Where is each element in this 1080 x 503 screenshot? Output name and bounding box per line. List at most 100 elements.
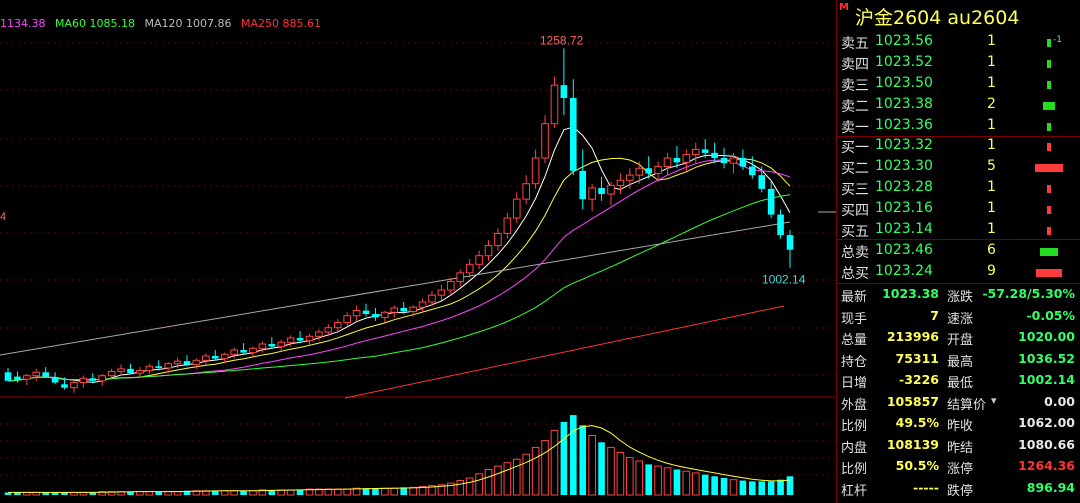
level-label: 买三 xyxy=(841,182,869,198)
candle-body xyxy=(786,235,794,250)
candle-body xyxy=(729,157,738,164)
candle-body xyxy=(127,368,134,374)
candle-body xyxy=(136,370,144,374)
candle-body xyxy=(173,360,182,365)
level-label: 卖二 xyxy=(841,99,869,115)
stat-value: 49.5% xyxy=(895,415,939,430)
candle-body xyxy=(758,175,766,189)
candle-body xyxy=(155,366,163,368)
stat-label: 比例 xyxy=(841,462,868,477)
volume-bar xyxy=(616,452,625,496)
candle-body xyxy=(654,166,662,174)
level-volume: 5 xyxy=(987,158,996,174)
volume-bar xyxy=(333,488,342,496)
candle-body xyxy=(475,255,483,265)
stat-value: 896.94 xyxy=(1026,479,1075,495)
volume-bar xyxy=(51,492,59,495)
level-volume: 6 xyxy=(987,242,996,258)
volume-bar xyxy=(645,464,652,495)
stat-item: 杠杆 ----- xyxy=(841,478,939,499)
stat-item: 跌停 896.94 xyxy=(947,478,1075,499)
candle-body xyxy=(428,294,436,303)
settlement-dropdown-icon[interactable]: ▾ xyxy=(991,393,997,407)
volume-bar xyxy=(570,415,577,495)
candle-body xyxy=(164,363,172,369)
volume-bar xyxy=(767,481,775,495)
level-volume-bar xyxy=(1040,248,1058,256)
order-book-row: 总卖 1023.46 6 xyxy=(837,241,1080,262)
candle-body xyxy=(4,372,12,381)
volume-bar xyxy=(758,481,766,495)
stat-value: -3226 xyxy=(899,372,939,387)
stat-label: 日增 xyxy=(841,376,868,391)
candle-body xyxy=(673,158,681,163)
stat-value: 1080.66 xyxy=(1018,436,1075,452)
stat-value: -57.28/5.30% xyxy=(982,286,1075,301)
candle-body xyxy=(98,375,107,382)
candle-body xyxy=(701,149,709,153)
stat-value: 0.00 xyxy=(1044,393,1075,409)
candle-body xyxy=(277,341,286,348)
candle-body xyxy=(607,184,615,195)
volume-bar xyxy=(145,491,154,496)
candle-body xyxy=(739,158,747,167)
volume-bar xyxy=(61,492,68,495)
volume-bar xyxy=(607,446,615,496)
volume-bar xyxy=(173,491,182,496)
volume-bar xyxy=(192,490,201,496)
title-mark: M xyxy=(839,2,849,13)
level-volume-bar xyxy=(1047,143,1051,151)
ma-line xyxy=(7,126,791,383)
candle-body xyxy=(183,361,191,365)
volume-bar xyxy=(560,421,568,495)
stat-item: 外盘 105857 xyxy=(841,392,939,413)
volume-bar xyxy=(531,446,540,496)
stat-item: 最高 1036.52 xyxy=(947,349,1075,370)
volume-bar xyxy=(635,460,644,496)
stat-value: -0.05% xyxy=(1026,307,1075,323)
stat-label: 跌停 xyxy=(947,483,974,499)
candle-body xyxy=(663,157,672,168)
candle-body xyxy=(777,214,784,236)
volume-bar xyxy=(230,490,238,496)
level-label: 卖三 xyxy=(841,78,869,94)
stat-value: 1020.00 xyxy=(1018,329,1075,344)
volume-bar xyxy=(701,474,709,495)
stat-label: 杠杆 xyxy=(841,483,868,499)
volume-bar xyxy=(352,487,361,496)
order-book-row: 卖一 1023.36 1 xyxy=(837,116,1080,137)
stat-value: 7 xyxy=(930,307,939,323)
candle-body xyxy=(635,167,644,176)
volume-bar xyxy=(494,465,502,496)
candle-body xyxy=(258,343,267,349)
candle-body xyxy=(541,123,549,159)
volume-bar xyxy=(541,440,549,496)
level-volume: 1 xyxy=(987,54,996,70)
level-price: 1023.38 xyxy=(875,96,933,112)
level-volume: 1 xyxy=(987,75,996,91)
stat-item: 昨收 1062.00 xyxy=(947,413,1075,434)
ma-legend: 1134.38 MA60 1085.18 MA120 1007.86 MA250… xyxy=(0,17,327,30)
stat-label: 最新 xyxy=(841,290,868,305)
order-book-row: 卖五 1023.56 1 -1 xyxy=(837,32,1080,53)
level-price: 1023.52 xyxy=(875,54,933,70)
level-volume: 1 xyxy=(987,200,996,216)
candle-body xyxy=(240,350,247,353)
level-label: 卖四 xyxy=(841,57,869,73)
candle-body xyxy=(117,368,125,372)
candle-body xyxy=(579,170,587,200)
order-book-row: 买三 1023.28 1 xyxy=(837,178,1080,199)
stat-label: 昨收 xyxy=(947,419,974,434)
volume-bar xyxy=(296,489,304,495)
level-price: 1023.56 xyxy=(875,33,933,49)
level-label: 买二 xyxy=(841,161,869,177)
level-price: 1023.16 xyxy=(875,200,933,216)
stat-item: 比例 50.5% xyxy=(841,456,939,477)
candle-body xyxy=(437,289,446,296)
candle-body xyxy=(588,187,596,200)
candle-body xyxy=(456,272,465,282)
level-volume: 1 xyxy=(987,137,996,153)
ma250-line xyxy=(344,305,785,399)
volume-bar xyxy=(211,490,219,495)
candle-body xyxy=(107,370,116,377)
